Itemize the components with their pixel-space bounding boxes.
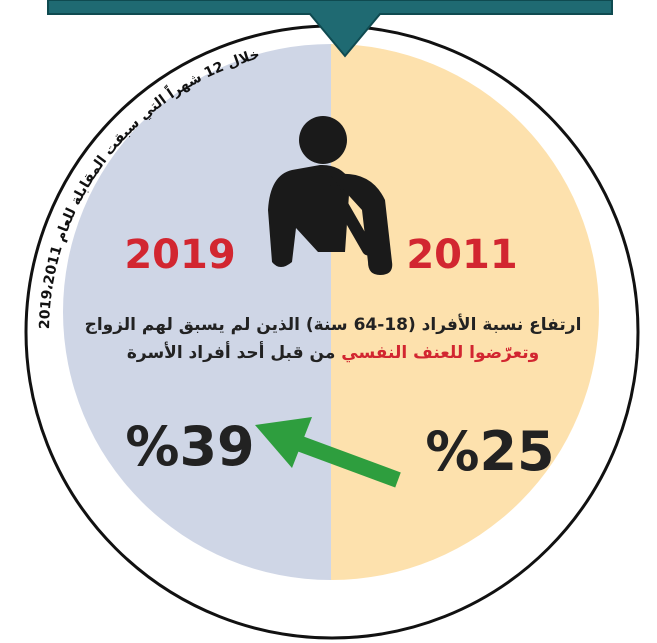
year-right: 2011 [406, 232, 517, 278]
statement-rest: من قبل أحد أفراد الأسرة [127, 341, 341, 363]
statement-line2: وتعرّضوا للعنف النفسي من قبل أحد أفراد ا… [127, 341, 539, 363]
trend-arrow [255, 417, 401, 488]
percent-left: %39 [125, 415, 254, 478]
banner [47, 0, 613, 58]
statement-highlight: وتعرّضوا للعنف النفسي [341, 343, 539, 363]
statement-line1: ارتفاع نسبة الأفراد (18-64 سنة) الذين لم… [85, 314, 582, 335]
year-left: 2019 [124, 232, 235, 278]
person-icon [268, 116, 393, 275]
percent-right: %25 [425, 420, 554, 483]
